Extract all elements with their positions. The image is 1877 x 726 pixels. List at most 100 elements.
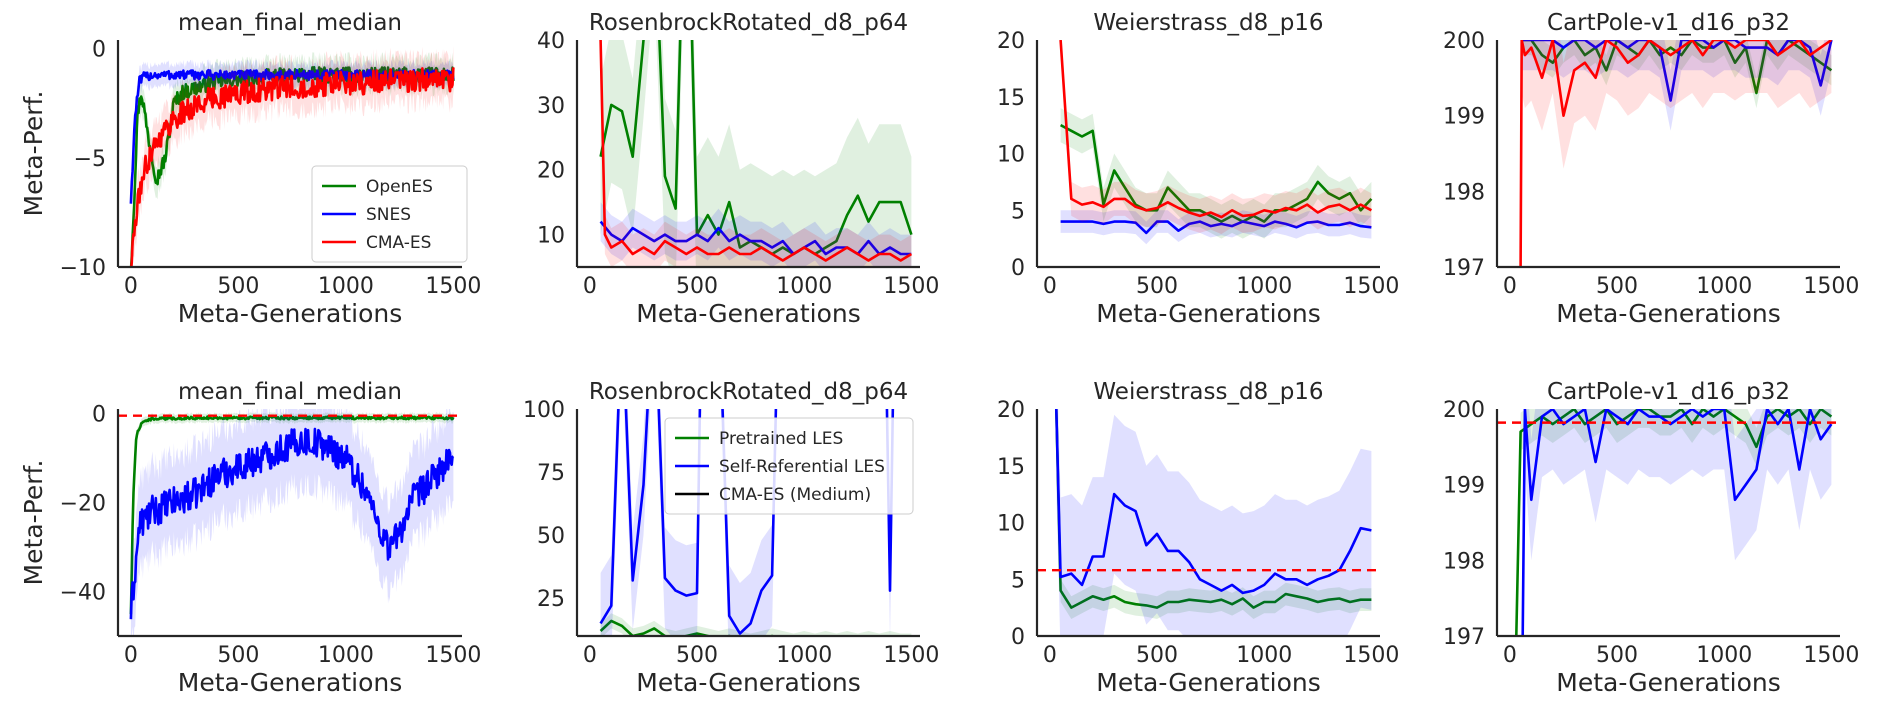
x-tick-label: 1500	[1803, 274, 1859, 299]
plot-area	[118, 409, 462, 636]
y-tick-label: 199	[1443, 105, 1485, 130]
y-tick-label: 20	[997, 29, 1025, 54]
legend: OpenES SNES CMA-ES	[311, 165, 468, 263]
x-tick-label: 0	[1503, 274, 1517, 299]
series-pretrained-les	[1055, 409, 1372, 609]
x-tick-label: 500	[676, 274, 718, 299]
panel-title: mean_final_median	[178, 379, 402, 405]
x-tick-label: 0	[124, 643, 138, 668]
y-tick-label: 200	[1443, 29, 1485, 54]
plot-area	[1059, 40, 1373, 245]
x-tick-label: 1000	[318, 274, 374, 299]
y-tick-label: 5	[1011, 199, 1025, 224]
panel-title: RosenbrockRotated_d8_p64	[589, 10, 908, 36]
x-axis-label: Meta-Generations	[178, 299, 403, 328]
y-tick-label: 197	[1443, 256, 1485, 281]
band-pretrained-les	[1516, 409, 1832, 636]
y-tick-label: −40	[60, 580, 106, 605]
y-tick-label: 15	[997, 86, 1025, 111]
y-tick-label: 0	[92, 38, 106, 63]
plot-area	[1497, 409, 1840, 636]
plot-area	[599, 40, 913, 267]
x-axis-label: Meta-Generations	[636, 299, 861, 328]
x-tick-label: 0	[1043, 274, 1057, 299]
y-tick-label: 199	[1443, 474, 1485, 499]
y-tick-label: 200	[1443, 398, 1485, 423]
panel-bottom-2: 0 500 1000 1500 25 50 75 100 RosenbrockRotated_d…	[523, 379, 939, 697]
series-self-referential-les	[1055, 409, 1372, 595]
x-axis-label: Meta-Generations	[1556, 299, 1781, 328]
x-tick-label: 1500	[425, 274, 481, 299]
y-tick-label: 75	[537, 461, 565, 486]
x-tick-label: 500	[1596, 643, 1638, 668]
series-openes	[1059, 123, 1373, 223]
series-self-referential-les	[599, 409, 895, 635]
x-tick-label: 1500	[1343, 274, 1399, 299]
panel-title: Weierstrass_d8_p16	[1093, 379, 1323, 405]
series-pretrained-les	[1515, 409, 1833, 636]
plot-area	[1519, 40, 1833, 267]
y-tick-label: 50	[537, 524, 565, 549]
series-openes	[599, 40, 913, 256]
y-tick-label: 100	[523, 398, 565, 423]
x-tick-label: 1500	[1343, 643, 1399, 668]
x-tick-label: 500	[676, 643, 718, 668]
x-axis-label: Meta-Generations	[1556, 668, 1781, 697]
series-cma-es	[599, 40, 913, 262]
plot-area	[599, 409, 912, 636]
y-tick-label: −10	[60, 256, 106, 281]
x-tick-label: 1000	[776, 643, 832, 668]
series-self-referential-les	[1521, 409, 1833, 636]
panel-bottom-4: 0 500 1000 1500 197 198 199 200 CartPole-v1_d16_…	[1443, 379, 1859, 697]
series-self-referential-les	[129, 427, 455, 620]
x-tick-label: 500	[217, 274, 259, 299]
y-tick-label: 40	[537, 29, 565, 54]
y-tick-label: −20	[60, 491, 106, 516]
series-cma-es	[130, 67, 455, 267]
y-tick-label: −5	[74, 147, 106, 172]
x-tick-label: 500	[217, 643, 259, 668]
y-tick-label: 198	[1443, 549, 1485, 574]
plot-area	[1037, 409, 1380, 636]
y-tick-label: 197	[1443, 625, 1485, 650]
panel-title: RosenbrockRotated_d8_p64	[589, 379, 908, 405]
panel-title: mean_final_median	[178, 10, 402, 36]
panel-top-1: 0 500 1000 1500 −10 −5 0 mean_final_median Meta-…	[19, 10, 481, 328]
band-self-referential-les	[1522, 409, 1832, 636]
y-tick-label: 25	[537, 587, 565, 612]
y-tick-label: 10	[537, 224, 565, 249]
y-tick-label: 30	[537, 94, 565, 119]
panel-title: CartPole-v1_d16_p32	[1547, 379, 1790, 405]
panel-bottom-3: 0 500 1000 1500 0 5 10 15 20 Weierstrass_d8_p16 Me…	[997, 379, 1399, 697]
legend-label: Pretrained LES	[719, 429, 843, 449]
x-tick-label: 1500	[425, 643, 481, 668]
x-tick-label: 1000	[1696, 643, 1752, 668]
x-tick-label: 0	[1043, 643, 1057, 668]
y-axis-label: Meta-Perf.	[19, 91, 48, 217]
panel-top-4: 0 500 1000 1500 197 198 199 200 CartPole-v1_d16_…	[1443, 10, 1859, 328]
y-tick-label: 198	[1443, 180, 1485, 205]
legend-label: CMA-ES	[366, 233, 431, 253]
band-cma-es	[1520, 40, 1832, 267]
legend-label: SNES	[366, 205, 411, 225]
series-snes	[1060, 220, 1372, 235]
y-tick-label: 0	[92, 402, 106, 427]
legend-label: OpenES	[366, 177, 433, 197]
band-self-referential-les	[130, 409, 454, 636]
y-axis-label: Meta-Perf.	[19, 460, 48, 586]
band-cma-es	[600, 40, 912, 267]
band-openes	[600, 40, 912, 267]
x-axis-label: Meta-Generations	[178, 668, 403, 697]
y-tick-label: 10	[997, 143, 1025, 168]
x-tick-label: 1500	[883, 274, 939, 299]
y-tick-label: 5	[1011, 568, 1025, 593]
plot-area	[129, 45, 455, 267]
panel-title: CartPole-v1_d16_p32	[1547, 10, 1790, 36]
band-snes	[1520, 40, 1832, 131]
legend-label: CMA-ES (Medium)	[719, 485, 871, 505]
x-tick-label: 1000	[1696, 274, 1752, 299]
legend: Pretrained LES Self-Referential LES CMA-ES…	[664, 417, 914, 515]
x-tick-label: 1500	[1803, 643, 1859, 668]
legend-frame	[664, 417, 914, 515]
band-self-referential-les	[600, 409, 894, 636]
